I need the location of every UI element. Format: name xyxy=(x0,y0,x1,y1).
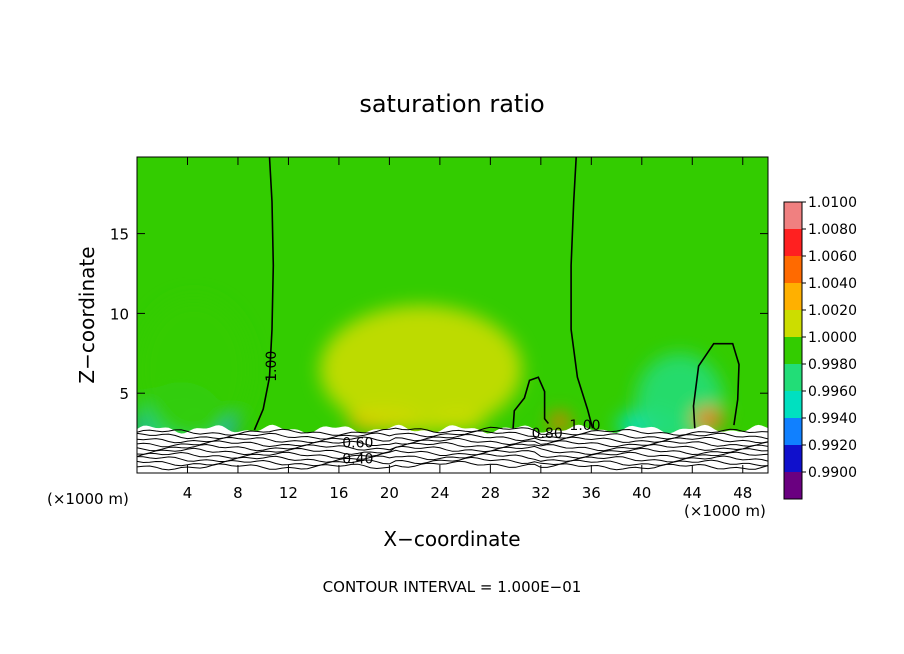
x-tick-label-7: 32 xyxy=(531,484,550,502)
ground-contour-0 xyxy=(137,426,768,436)
x-tick-label-5: 24 xyxy=(430,484,449,502)
x-tick-label-10: 44 xyxy=(683,484,702,502)
contour-label-4: 0.40 xyxy=(342,452,373,468)
colorbar-swatch-4 xyxy=(784,310,802,337)
contour-lines xyxy=(253,157,740,431)
field-regions xyxy=(137,297,724,462)
field-region-5 xyxy=(137,297,251,442)
colorbar-label-10: 0.9900 xyxy=(808,465,857,481)
x-tick-label-6: 28 xyxy=(481,484,500,502)
x-axis-label: X−coordinate xyxy=(383,527,520,551)
colorbar-swatch-7 xyxy=(784,391,802,418)
x-tick-label-1: 8 xyxy=(233,484,243,502)
x-axis-ticks: 4 8 12 16 20 24 28 32 36 40 44 48 xyxy=(183,157,752,502)
colorbar-swatch-3 xyxy=(784,283,802,310)
ground-contour-4 xyxy=(137,441,768,452)
ground-contour-5 xyxy=(137,445,768,456)
ground-contour-3 xyxy=(137,437,768,448)
colorbar-label-2: 1.0060 xyxy=(808,249,857,265)
ground-layer xyxy=(137,424,768,473)
field-region-9 xyxy=(549,412,570,432)
colorbar-label-7: 0.9960 xyxy=(808,384,857,400)
field-region-8 xyxy=(319,305,522,434)
colorbar-label-0: 1.0100 xyxy=(808,195,857,211)
contour-1-00-2 xyxy=(512,376,550,429)
contour-label-0: 1.00 xyxy=(264,351,280,382)
x-tick-label-0: 4 xyxy=(183,484,193,502)
colorbar-swatch-5 xyxy=(784,337,802,364)
colorbar: 1.0100 1.0080 1.0060 1.0040 1.0020 1.0000 0.99… xyxy=(783,195,857,500)
y-tick-label-0: 5 xyxy=(119,385,129,403)
colorbar-label-3: 1.0040 xyxy=(808,276,857,292)
ground-contour-7 xyxy=(137,453,768,463)
contour-label-2: 0.80 xyxy=(532,426,563,442)
colorbar-swatch-6 xyxy=(784,364,802,391)
field-region-10 xyxy=(693,407,724,430)
y-tick-label-1: 10 xyxy=(110,305,129,323)
colorbar-label-8: 0.9940 xyxy=(808,411,857,427)
ground-contour-9 xyxy=(137,460,768,471)
x-tick-label-11: 48 xyxy=(733,484,752,502)
colorbar-swatch-0 xyxy=(784,202,802,229)
colorbar-swatch-10 xyxy=(784,472,802,499)
colorbar-swatch-2 xyxy=(784,256,802,283)
y-axis-ticks: 5 10 15 xyxy=(110,226,768,403)
colorbar-label-1: 1.0080 xyxy=(808,222,857,238)
x-tick-label-8: 36 xyxy=(582,484,601,502)
y-tick-label-2: 15 xyxy=(110,226,129,244)
x-unit-left: (×1000 m) xyxy=(47,490,129,508)
colorbar-label-4: 1.0020 xyxy=(808,303,857,319)
ground-contour-6 xyxy=(137,449,768,460)
ground-contour-1 xyxy=(137,430,768,440)
contour-1-00-1 xyxy=(570,157,594,429)
colorbar-label-6: 0.9980 xyxy=(808,357,857,373)
colorbar-label-5: 1.0000 xyxy=(808,330,857,346)
plot-frame xyxy=(136,156,769,474)
colorbar-frame xyxy=(783,201,803,500)
contour-label-1: 1.00 xyxy=(569,418,600,434)
colorbar-swatch-8 xyxy=(784,418,802,445)
y-axis-label: Z−coordinate xyxy=(75,246,99,383)
chart-title: saturation ratio xyxy=(359,90,544,118)
colorbar-swatch-9 xyxy=(784,445,802,472)
contour-interval-note: CONTOUR INTERVAL = 1.000E−01 xyxy=(323,578,582,596)
x-tick-label-4: 20 xyxy=(380,484,399,502)
x-tick-label-2: 12 xyxy=(279,484,298,502)
contour-1-00-3 xyxy=(692,342,740,429)
contour-1-00-0 xyxy=(253,157,275,431)
colorbar-swatch-1 xyxy=(784,229,802,256)
x-tick-label-3: 16 xyxy=(329,484,348,502)
colorbar-label-9: 0.9920 xyxy=(808,438,857,454)
contour-label-3: 0.60 xyxy=(342,436,373,452)
x-tick-label-9: 40 xyxy=(632,484,651,502)
x-unit-right: (×1000 m) xyxy=(684,502,766,520)
contour-labels: 1.00 1.00 0.80 0.600.40 xyxy=(264,351,601,468)
plot-area xyxy=(137,157,768,473)
